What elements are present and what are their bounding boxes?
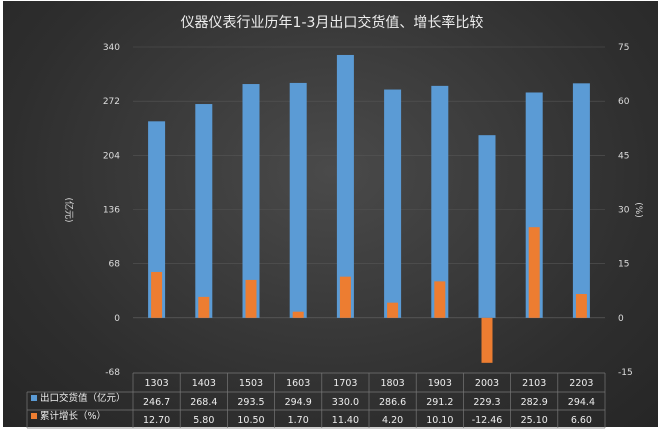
y2-tick-label: 15 [618,260,629,270]
data-label-export: 294.4 [568,397,595,408]
bar-cumulative-growth [575,294,587,318]
y-tick-label: 68 [109,260,121,270]
data-label-growth: 12.70 [143,415,170,426]
data-label-growth: 5.80 [193,415,214,426]
bar-cumulative-growth [151,271,163,318]
bar-cumulative-growth [198,296,210,318]
x-tick-label: 1603 [286,378,310,389]
y-tick-label: 272 [103,97,120,107]
y2-tick-label: 0 [618,314,624,324]
bar-cumulative-growth [292,311,304,318]
bar-export-value [336,54,354,318]
data-label-growth: 10.10 [426,415,453,426]
bar-export-value [148,121,166,318]
bar-cumulative-growth [387,302,399,318]
data-label-export: 268.4 [190,397,217,408]
data-label-growth: -12.46 [472,415,503,426]
data-label-export: 291.2 [426,397,453,408]
x-tick-label: 1903 [428,378,452,389]
y-tick-label: 0 [114,314,120,324]
bar-export-value [572,83,590,318]
legend-label: 出口交货值（亿元） [40,392,126,404]
x-tick-label: 2103 [522,378,546,389]
bar-cumulative-growth [434,281,446,318]
data-label-growth: 1.70 [288,415,309,426]
bar-export-value [242,84,260,318]
x-tick-label: 2203 [569,378,593,389]
y-tick-label: 204 [103,151,120,161]
x-tick-label: 1703 [333,378,357,389]
data-label-export: 246.7 [143,397,170,408]
bar-export-value [289,82,307,318]
bar-cumulative-growth [481,317,493,363]
bar-export-value [478,135,496,318]
bar-export-value [431,85,449,318]
chart-background [3,1,658,427]
data-label-export: 229.3 [473,397,500,408]
x-tick-label: 2003 [475,378,499,389]
legend-swatch [31,413,37,419]
x-tick-label: 1303 [145,378,169,389]
data-label-export: 282.9 [521,397,548,408]
bar-cumulative-growth [245,279,257,318]
legend-label: 累计增长（%） [40,410,106,422]
data-label-export: 294.9 [285,397,312,408]
y2-tick-label: 45 [618,151,629,161]
x-tick-label: 1503 [239,378,263,389]
bar-export-value [384,89,402,318]
chart-title: 仪器仪表行业历年1-3月出口交货值、增长率比较 [180,15,484,31]
y-tick-label: 340 [103,43,120,53]
y2-axis-label: (%) [633,202,643,218]
y2-tick-label: 60 [618,97,630,107]
x-tick-label: 1803 [381,378,405,389]
bar-export-value [195,104,213,318]
data-label-growth: 25.10 [521,415,548,426]
data-label-growth: 10.50 [237,415,264,426]
y-tick-label: 136 [103,206,120,216]
legend-swatch [31,395,37,401]
data-label-export: 330.0 [332,397,359,408]
y2-tick-label: 30 [618,206,630,216]
data-label-export: 293.5 [237,397,264,408]
y2-tick-label: -15 [618,368,633,378]
data-label-export: 286.6 [379,397,406,408]
bar-cumulative-growth [339,276,351,318]
data-label-growth: 11.40 [332,415,359,426]
y-axis-label: (亿元) [63,197,75,222]
data-label-growth: 6.60 [571,415,592,426]
data-label-growth: 4.20 [382,415,403,426]
x-tick-label: 1403 [192,378,216,389]
y2-tick-label: 75 [618,43,629,53]
bar-cumulative-growth [528,227,540,318]
y-tick-label: -68 [105,368,120,378]
